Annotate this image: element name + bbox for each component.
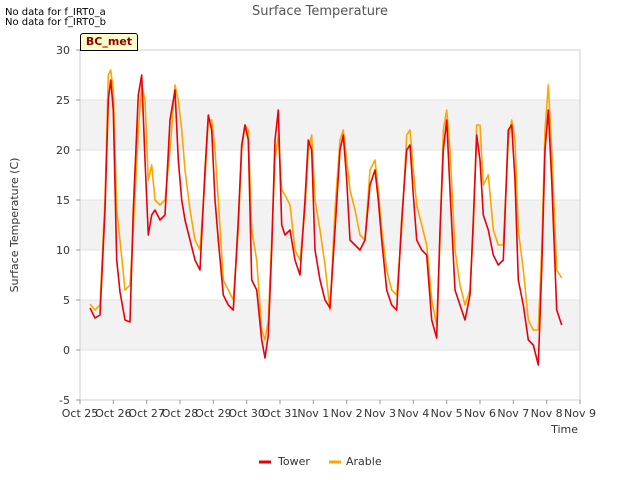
legend-label-arable: Arable xyxy=(346,455,382,468)
x-tick-label: Oct 31 xyxy=(262,407,299,420)
x-tick-label: Nov 4 xyxy=(397,407,429,420)
x-tick-label: Nov 6 xyxy=(464,407,496,420)
site-badge: BC_met xyxy=(80,33,138,51)
y-tick-label: 10 xyxy=(56,244,70,257)
x-tick-label: Oct 29 xyxy=(195,407,232,420)
x-tick-label: Nov 1 xyxy=(297,407,329,420)
x-axis-label: Time xyxy=(550,423,578,436)
x-tick-label: Nov 7 xyxy=(497,407,529,420)
x-tick-label: Oct 25 xyxy=(62,407,99,420)
y-tick-label: 0 xyxy=(63,344,70,357)
series-line-tower xyxy=(89,74,563,366)
x-tick-label: Oct 28 xyxy=(162,407,199,420)
y-tick-label: 30 xyxy=(56,44,70,57)
y-tick-label: 5 xyxy=(63,294,70,307)
plot-frame xyxy=(79,49,581,401)
x-tick-label: Oct 26 xyxy=(95,407,132,420)
x-tick-label: Nov 3 xyxy=(364,407,396,420)
plot-bands xyxy=(80,100,580,350)
x-tick-label: Nov 9 xyxy=(564,407,596,420)
x-tick-label: Nov 2 xyxy=(331,407,363,420)
no-data-note-a: No data for f_IRT0_a xyxy=(5,7,106,18)
y-axis-label: Surface Temperature (C) xyxy=(8,158,21,293)
chart-title: Surface Temperature xyxy=(252,4,388,19)
x-tick-label: Nov 8 xyxy=(531,407,563,420)
x-tick-label: Oct 27 xyxy=(128,407,165,420)
legend: Tower Arable xyxy=(259,455,382,468)
y-axis-ticks: -5 0 5 10 15 20 25 30 xyxy=(56,44,80,407)
legend-label-tower: Tower xyxy=(277,455,310,468)
series-line-arable xyxy=(89,69,563,341)
no-data-note-b: No data for f_IRT0_b xyxy=(5,17,106,28)
grid-band-0 xyxy=(80,100,580,150)
x-tick-label: Nov 5 xyxy=(431,407,463,420)
y-tick-label: 25 xyxy=(56,94,70,107)
y-tick-label: -5 xyxy=(59,394,70,407)
x-tick-label: Oct 30 xyxy=(228,407,265,420)
y-tick-label: 15 xyxy=(56,194,70,207)
plot-series xyxy=(89,69,563,366)
y-tick-label: 20 xyxy=(56,144,70,157)
